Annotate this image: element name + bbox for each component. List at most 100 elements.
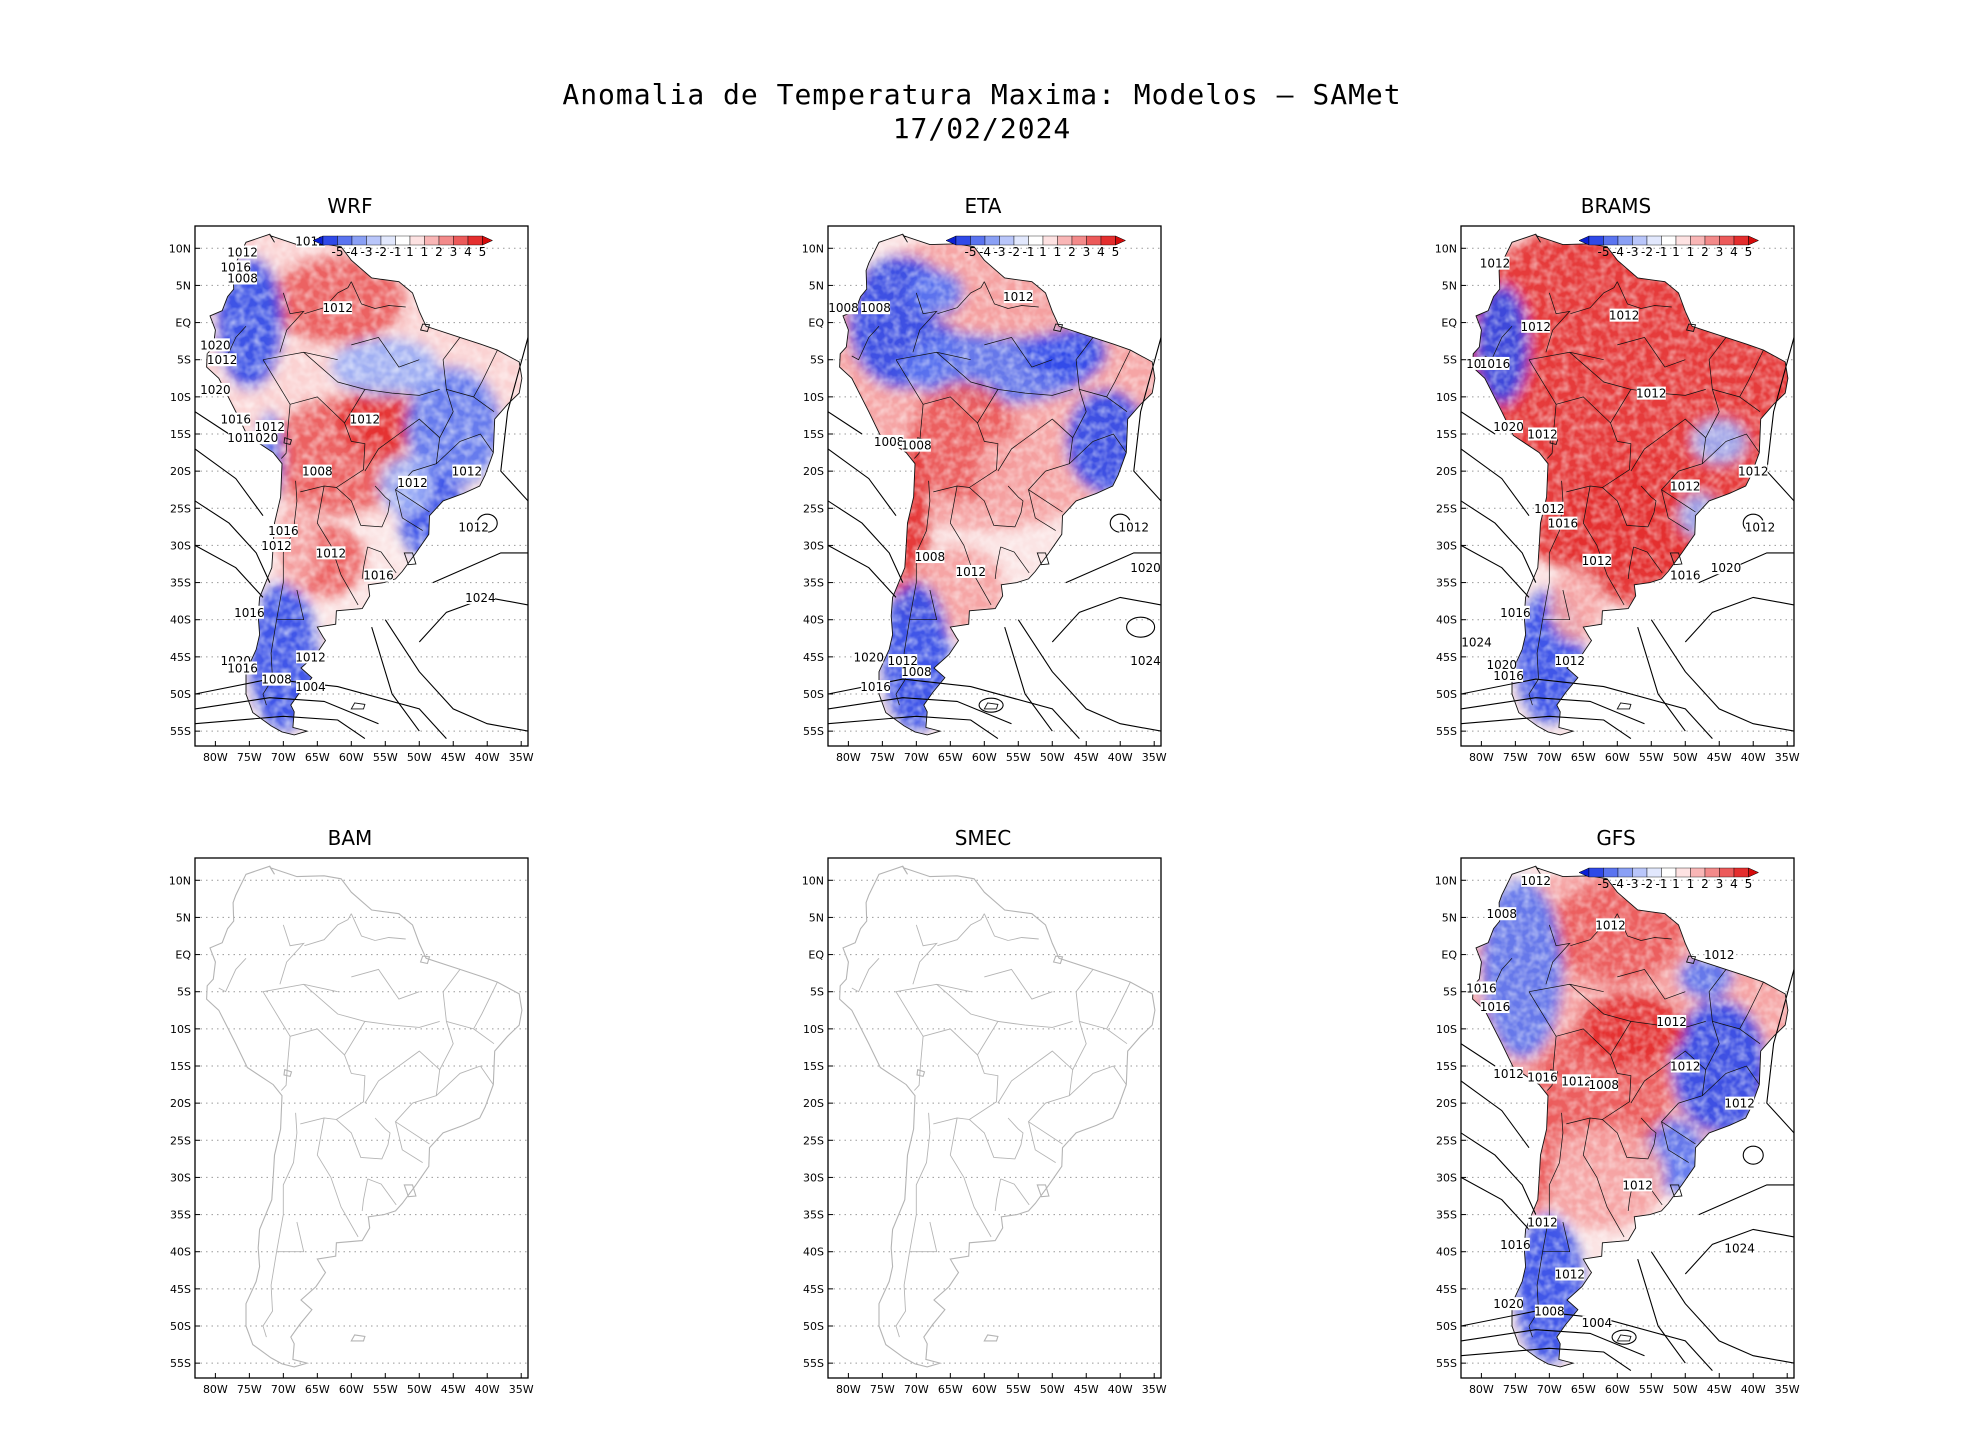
lake-outline xyxy=(1669,552,1683,566)
isobar-label-bg xyxy=(854,650,884,664)
lon-label: 80W xyxy=(836,751,861,764)
isobar-line xyxy=(1461,448,1530,517)
lat-label: 25S xyxy=(1436,1134,1457,1147)
isobar-label: 1012 xyxy=(322,301,353,315)
isobar-label: 1012 xyxy=(227,246,258,260)
country-border xyxy=(1661,489,1689,531)
isobar-line xyxy=(1461,697,1645,725)
colorbar-swatch xyxy=(1603,235,1619,246)
country-border xyxy=(895,359,924,459)
lat-label: 50S xyxy=(1436,688,1457,701)
lat-label: 45S xyxy=(803,651,824,664)
isobar-label: 1012 xyxy=(1520,874,1551,888)
colorbar-tick-label: -5 xyxy=(332,245,344,259)
lat-label: 40S xyxy=(1436,614,1457,627)
isobar-label-bg xyxy=(956,564,986,578)
isobar-line xyxy=(195,697,379,725)
isobar-label-bg xyxy=(1704,948,1734,962)
isobar-label-bg xyxy=(221,412,251,426)
lon-label: 50W xyxy=(1673,751,1698,764)
map-frame xyxy=(827,857,1162,1379)
colorbar-tick-label: 4 xyxy=(1097,245,1105,259)
country-border xyxy=(1617,968,1686,1000)
country-border xyxy=(1008,305,1039,309)
colorbar-swatch xyxy=(1719,235,1735,246)
country-border xyxy=(1068,1065,1127,1097)
isobar-label-bg xyxy=(1725,1096,1755,1110)
lat-label: 30S xyxy=(170,1171,191,1184)
colorbar-swatch xyxy=(322,235,338,246)
island-outline xyxy=(1052,955,1064,965)
colorbar-tick-label: -3 xyxy=(1627,877,1639,891)
isobar-line xyxy=(1461,715,1632,740)
isobar-line xyxy=(195,448,264,517)
lat-label: 5S xyxy=(177,354,191,367)
lat-label: 15S xyxy=(803,428,824,441)
panel-title-brams: BRAMS xyxy=(1580,194,1652,218)
colorbar-swatch xyxy=(1646,867,1662,878)
colorbar-swatch xyxy=(453,235,469,246)
country-border xyxy=(300,485,391,528)
country-border xyxy=(983,913,1009,941)
lon-label: 80W xyxy=(836,1383,861,1396)
lat-label: 20S xyxy=(1436,1097,1457,1110)
lat-label: 5N xyxy=(1442,911,1457,924)
isobar-label-bg xyxy=(1548,516,1578,530)
lat-label: 10S xyxy=(1436,391,1457,404)
country-border xyxy=(1739,1028,1761,1044)
lat-label: 15S xyxy=(170,428,191,441)
colorbar-swatch xyxy=(955,235,971,246)
isobar-label: 1008 xyxy=(901,665,932,679)
isobar-label-bg xyxy=(262,672,292,686)
country-border xyxy=(473,1028,495,1045)
lat-label: 15S xyxy=(1436,1060,1457,1073)
lon-label: 55W xyxy=(1639,1383,1664,1396)
isobar-label-bg xyxy=(1131,654,1160,668)
country-border xyxy=(1106,1028,1128,1045)
isobar-line xyxy=(1698,1184,1794,1216)
isobar-label: 1012 xyxy=(1656,1015,1687,1029)
lake-outline xyxy=(403,1184,417,1198)
country-border xyxy=(1528,1112,1564,1338)
country-border xyxy=(1528,991,1557,1091)
country-border xyxy=(289,1028,366,1120)
lon-label: 40W xyxy=(1741,1383,1766,1396)
colorbar-tick-label: 3 xyxy=(450,245,458,259)
country-border xyxy=(912,292,938,353)
country-border xyxy=(1633,546,1663,574)
colorbar-tick-label: -2 xyxy=(1008,245,1020,259)
colorbar-swatch xyxy=(366,235,382,246)
country-border xyxy=(276,1221,305,1253)
country-border xyxy=(933,485,1024,528)
isobar-label-bg xyxy=(861,301,891,315)
isobar-line xyxy=(500,337,528,502)
country-border xyxy=(922,1028,999,1120)
lat-label: 5S xyxy=(1443,986,1457,999)
isobar-label-bg xyxy=(296,234,326,248)
isobar-label: 1012 xyxy=(254,420,285,434)
isobar-label-bg xyxy=(1534,1304,1564,1318)
lon-label: 55W xyxy=(373,751,398,764)
isobar-label: 1012 xyxy=(1670,480,1701,494)
colorbar-swatch xyxy=(1603,867,1619,878)
lat-label: 15S xyxy=(1436,428,1457,441)
lat-label: 10S xyxy=(803,391,824,404)
isobar-contours xyxy=(1461,969,1794,1372)
isobar-label-bg xyxy=(861,680,891,694)
colorbar-tick-label: -3 xyxy=(994,245,1006,259)
isobar-line xyxy=(371,626,420,732)
lon-label: 50W xyxy=(1040,751,1065,764)
panel-title-smec: SMEC xyxy=(954,826,1012,850)
country-border xyxy=(350,913,376,941)
colorbar-tick-label: -1 xyxy=(1656,245,1668,259)
country-border xyxy=(351,336,420,368)
colorbar-tick-label: 3 xyxy=(1083,245,1091,259)
panel-title-eta: ETA xyxy=(964,194,1002,218)
isobar-label: 1016 xyxy=(1527,1071,1558,1085)
colorbar-tick-label: 5 xyxy=(1112,245,1120,259)
colorbar-tick-label: -1 xyxy=(1656,877,1668,891)
colorbar-swatch xyxy=(1646,235,1662,246)
lon-label: 45W xyxy=(441,751,466,764)
